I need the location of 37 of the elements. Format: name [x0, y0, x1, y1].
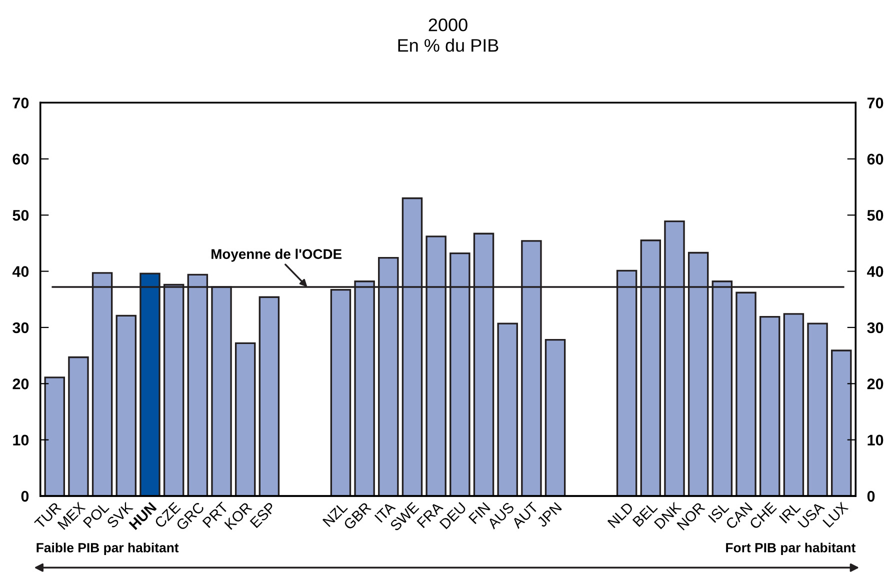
bar	[831, 350, 852, 496]
y-tick-label: 10	[13, 434, 29, 446]
y-tick-label: 20	[12, 378, 29, 390]
chart-subtitle: En % du PIB	[398, 38, 498, 52]
y2-tick-label: 30	[867, 322, 884, 334]
y-tick-label: 30	[12, 322, 29, 334]
bar	[807, 322, 828, 496]
x-tick-label: FIN	[468, 502, 490, 524]
bar	[497, 322, 518, 496]
y2-tick-label: 10	[868, 434, 884, 446]
bar	[544, 338, 566, 496]
y-tick-label: 70	[12, 98, 29, 108]
bar	[68, 356, 89, 496]
y2-tick-label: 50	[867, 210, 884, 221]
text: Fort PIB par habitant	[726, 542, 856, 555]
bar	[783, 313, 804, 496]
y2-tick-label: 70	[867, 98, 884, 108]
y2-tick-label: 0	[867, 490, 875, 502]
y-tick-label: 0	[21, 490, 29, 502]
x-tick-label: NLD	[607, 502, 634, 528]
bar	[234, 342, 256, 496]
chart-title: 2000	[428, 18, 468, 32]
bar	[116, 314, 137, 496]
y-tick-label: 60	[12, 154, 29, 165]
y2-tick-label: 40	[867, 266, 884, 277]
x-tick-label: ISL	[708, 501, 730, 523]
y-tick-label: 40	[12, 266, 29, 277]
ref-line-label: Moyenne de l'OCDE	[212, 248, 342, 262]
bar	[258, 296, 280, 496]
y2-tick-label: 20	[867, 378, 884, 390]
y-tick-label: 50	[12, 210, 29, 221]
text: Faible PIB par habitant	[36, 542, 179, 555]
bar	[736, 292, 756, 496]
y2-tick-label: 60	[867, 154, 884, 165]
bar	[44, 376, 65, 496]
x-tick-label: POL	[82, 501, 110, 528]
bar	[759, 316, 780, 496]
